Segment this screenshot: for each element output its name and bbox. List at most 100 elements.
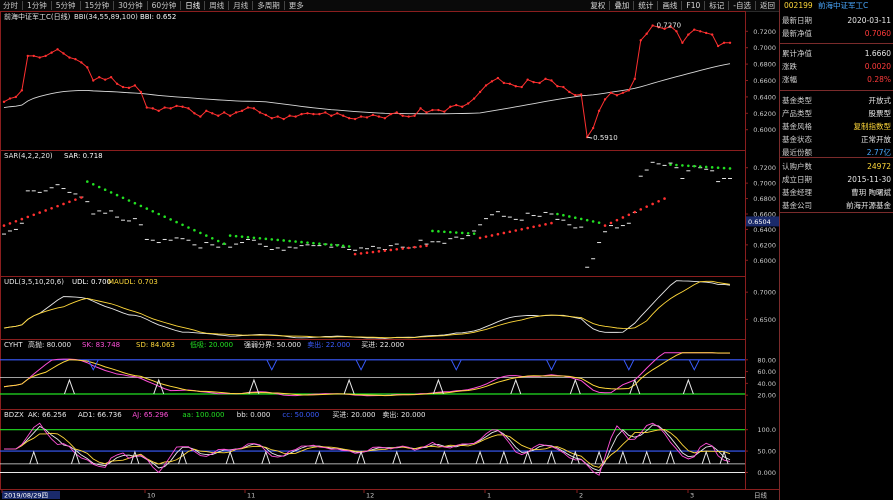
sar-dot — [169, 218, 172, 221]
price-point — [532, 80, 535, 84]
bdzx-signal-marker — [666, 450, 675, 465]
bdzx-signal-marker — [719, 450, 729, 465]
bdzx-signal-marker — [356, 450, 366, 465]
sar-dot — [234, 234, 238, 238]
period-tab-10[interactable]: 更多 — [288, 1, 304, 10]
tool-button-4[interactable]: F10 — [686, 1, 701, 10]
toolbar-separator — [633, 1, 635, 10]
sar-dot — [681, 164, 684, 167]
price-point — [639, 39, 642, 42]
sar-dot — [687, 164, 690, 168]
price-point — [669, 25, 672, 28]
sar-dot — [472, 232, 476, 235]
period-tab-6[interactable]: 日线 — [185, 1, 201, 10]
fund-info-row: 涨跌 0.0020 — [780, 61, 893, 73]
price-point — [92, 79, 95, 82]
fund-header: 002199 前海中证军工C — [779, 0, 893, 12]
fund-info-value: 0.7060 — [864, 29, 891, 38]
price-point — [330, 114, 333, 117]
sar-dot — [97, 185, 101, 189]
sar-dot — [270, 238, 274, 241]
toolbar-separator — [681, 1, 683, 10]
main-bbi-value: BBI: 0.652 — [140, 13, 176, 21]
cyht-sell-marker — [623, 359, 635, 371]
period-tab-5[interactable]: 60分钟 — [151, 1, 177, 10]
tool-button-2[interactable]: 统计 — [638, 1, 654, 10]
sar-dot — [716, 166, 720, 170]
period-tab-9[interactable]: 多周期 — [257, 1, 280, 10]
bdzx-signal-marker — [178, 450, 187, 465]
price-point — [478, 90, 482, 94]
price-point — [282, 117, 285, 121]
fund-info-label: 成立日期 — [782, 175, 812, 184]
fund-info-label: 最新日期 — [782, 16, 812, 25]
cyht-tick: 40.00 — [757, 380, 776, 388]
sar-dot — [556, 212, 559, 216]
fund-info-label: 基金风格 — [782, 122, 812, 131]
sar-dot — [609, 221, 613, 225]
sar-tick: 0.6600 — [753, 211, 776, 219]
sar-dot — [205, 234, 208, 237]
bdzx-tick: 50.00 — [757, 448, 776, 456]
toolbar-separator — [79, 1, 81, 10]
price-tick: 0.7000 — [753, 44, 776, 52]
sar-dot — [460, 231, 464, 235]
sar-dot — [651, 202, 654, 206]
period-tab-4[interactable]: 30分钟 — [118, 1, 143, 10]
sar-dot — [163, 215, 166, 218]
price-point — [401, 114, 404, 117]
period-tab-2[interactable]: 5分钟 — [55, 1, 76, 10]
price-point — [544, 77, 547, 81]
price-point — [222, 111, 226, 114]
price-point — [443, 110, 446, 113]
x-axis-label: 3 — [690, 492, 694, 500]
price-point — [205, 109, 208, 113]
sar-dot — [341, 244, 345, 248]
period-tab-1[interactable]: 1分钟 — [27, 1, 47, 10]
charts-svg[interactable]: 前海中证军工C(日线) BBI(34,55,89,100) BBI: 0.652 0.… — [0, 11, 779, 500]
bdzx-signal-marker — [642, 450, 652, 465]
toolbar-separator — [252, 1, 254, 10]
sar-dot — [2, 224, 6, 227]
tool-button-7[interactable]: 返回 — [760, 1, 775, 10]
sar-dot — [443, 230, 446, 234]
period-tab-3[interactable]: 15分钟 — [84, 1, 110, 10]
sar-dot — [103, 188, 107, 191]
sar-dot — [276, 238, 280, 242]
price-point — [710, 33, 714, 36]
price-tick: 0.6000 — [753, 126, 776, 134]
cyht-buy-marker — [510, 378, 522, 395]
tool-button-0[interactable]: 复权 — [590, 1, 606, 10]
x-axis-label: 1 — [487, 492, 491, 500]
tool-button-3[interactable]: 画线 — [662, 1, 678, 10]
cyht-item: 低吸: 20.000 — [190, 340, 233, 349]
sar-dot — [484, 235, 488, 238]
info-divider — [780, 43, 893, 44]
bdzx-tick: 100.0 — [757, 426, 776, 434]
fund-info-label: 最新净值 — [782, 29, 812, 38]
period-tab-8[interactable]: 月线 — [233, 1, 249, 10]
tool-button-5[interactable]: 标记 — [709, 1, 725, 10]
cyht-buy-marker — [248, 378, 260, 395]
price-point — [80, 61, 83, 64]
tool-button-1[interactable]: 叠加 — [614, 1, 630, 10]
period-tab-0[interactable]: 分时 — [3, 1, 18, 10]
price-point — [508, 82, 512, 85]
sar-dot — [62, 202, 65, 206]
sar-dot — [175, 220, 178, 224]
fund-info-label: 最近份额 — [782, 148, 812, 157]
sar-dot — [210, 237, 214, 240]
price-point — [490, 80, 494, 83]
toolbar-separator — [113, 1, 115, 10]
sar-dot — [264, 237, 268, 241]
chart-area[interactable]: 前海中证军工C(日线) BBI(34,55,89,100) BBI: 0.652 0.… — [0, 11, 779, 500]
price-point — [663, 27, 666, 31]
period-tab-7[interactable]: 周线 — [209, 1, 225, 10]
tool-button-6[interactable]: -自选 — [733, 1, 751, 10]
sar-dot — [157, 212, 161, 216]
fund-info-value: 0.0020 — [864, 62, 891, 71]
toolbar-separator — [704, 1, 706, 10]
sar-dot — [478, 236, 482, 240]
price-point — [98, 76, 101, 79]
sar-dot — [32, 213, 36, 217]
